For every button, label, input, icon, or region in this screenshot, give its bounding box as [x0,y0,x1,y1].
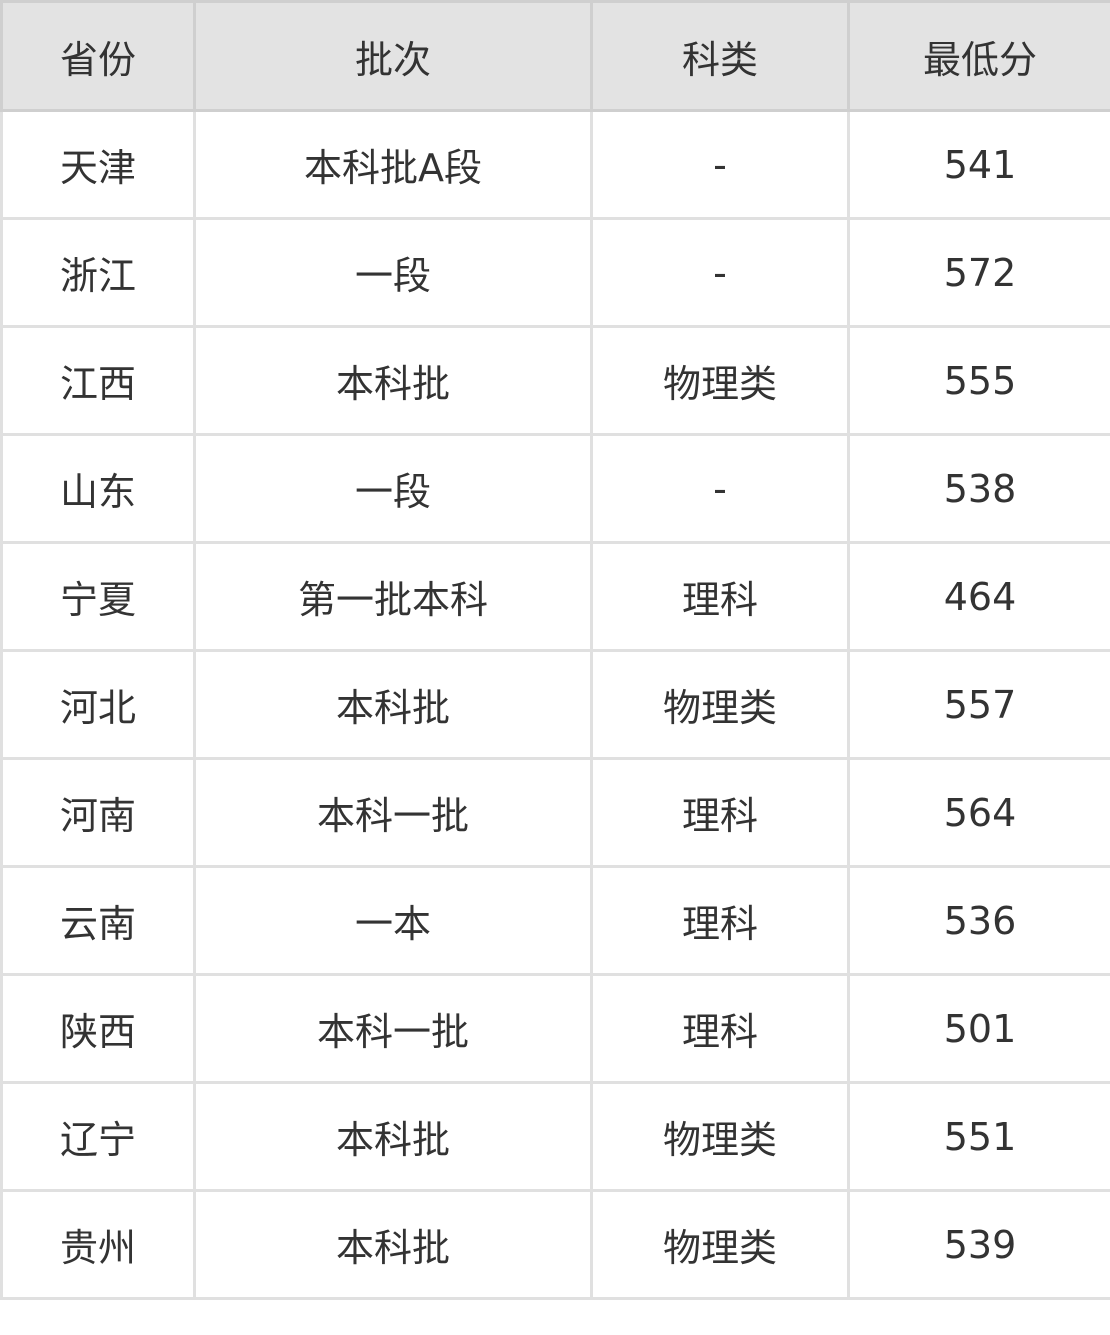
cell-province: 宁夏 [0,541,196,652]
table-row: 河北 本科批 物理类 557 [0,649,1110,760]
table-body: 天津 本科批A段 -541 浙江 一段 -572 江西 本科批 物理类 555 山东 一段 -538 宁夏… [0,109,1110,1300]
cell-province: 辽宁 [0,1081,196,1192]
table-row: 陕西 本科一批 理科 501 [0,973,1110,1084]
cell-min-score: 557 [847,649,1110,760]
table-row: 山东 一段 -538 [0,433,1110,544]
table-row: 江西 本科批 物理类 555 [0,325,1110,436]
table-row: 辽宁 本科批 物理类 551 [0,1081,1110,1192]
cell-province: 河南 [0,757,196,868]
table-row: 宁夏 第一批本科 理科 464 [0,541,1110,652]
cell-batch: 第一批本科 [193,541,593,652]
cell-batch: 一段 [193,217,593,328]
cell-category: 理科 [590,865,850,976]
cell-category: 理科 [590,973,850,1084]
cell-province: 河北 [0,649,196,760]
cell-batch: 本科批 [193,325,593,436]
cell-min-score: 464 [847,541,1110,652]
column-header-province: 省份 [0,0,196,112]
column-header-min-score: 最低分 [847,0,1110,112]
cell-category: 物理类 [590,1189,850,1300]
cell-min-score: 555 [847,325,1110,436]
table-row: 云南 一本 理科 536 [0,865,1110,976]
cell-category: 物理类 [590,325,850,436]
cell-province: 云南 [0,865,196,976]
cell-category: 物理类 [590,1081,850,1192]
cell-min-score: 538 [847,433,1110,544]
cell-province: 山东 [0,433,196,544]
cell-category: - [590,433,850,544]
cell-batch: 本科批 [193,1189,593,1300]
cell-province: 陕西 [0,973,196,1084]
cell-category: 物理类 [590,649,850,760]
column-header-batch: 批次 [193,0,593,112]
cell-batch: 一本 [193,865,593,976]
cell-province: 浙江 [0,217,196,328]
cell-category: - [590,217,850,328]
cell-min-score: 551 [847,1081,1110,1192]
header-row: 省份 批次 科类 最低分 [0,0,1110,112]
cell-category: 理科 [590,541,850,652]
table-row: 天津 本科批A段 -541 [0,109,1110,220]
cell-province: 江西 [0,325,196,436]
cell-min-score: 501 [847,973,1110,1084]
cell-batch: 本科一批 [193,973,593,1084]
cell-min-score: 564 [847,757,1110,868]
cell-min-score: 536 [847,865,1110,976]
cell-min-score: 539 [847,1189,1110,1300]
cell-province: 天津 [0,109,196,220]
cell-batch: 本科批 [193,649,593,760]
table-row: 贵州 本科批 物理类 539 [0,1189,1110,1300]
column-header-category: 科类 [590,0,850,112]
cell-batch: 本科一批 [193,757,593,868]
cell-batch: 一段 [193,433,593,544]
cell-category: - [590,109,850,220]
table-row: 河南 本科一批 理科 564 [0,757,1110,868]
cell-category: 理科 [590,757,850,868]
cell-min-score: 541 [847,109,1110,220]
score-table: 省份 批次 科类 最低分 天津 本科批A段 -541 浙江 一段 -572 江西 本科批 物理类 555… [0,0,1110,1300]
cell-batch: 本科批A段 [193,109,593,220]
table-row: 浙江 一段 -572 [0,217,1110,328]
cell-province: 贵州 [0,1189,196,1300]
cell-batch: 本科批 [193,1081,593,1192]
cell-min-score: 572 [847,217,1110,328]
